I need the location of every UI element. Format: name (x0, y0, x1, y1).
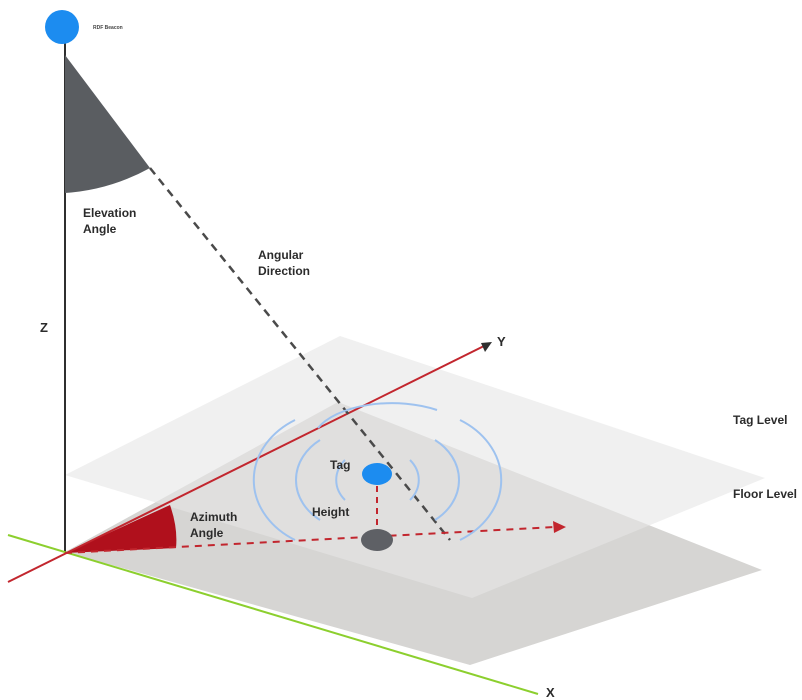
x-axis-line (7, 534, 539, 695)
height-label: Height (312, 505, 349, 519)
azimuth-angle-label-1: Azimuth (190, 510, 237, 524)
x-axis-label: X (546, 685, 555, 700)
y-axis-label: Y (497, 334, 506, 349)
angular-direction-label-2: Direction (258, 264, 310, 278)
wave-left-2 (295, 439, 321, 521)
wave-left-1 (335, 459, 346, 501)
elevation-angle-label-1: Elevation (83, 206, 136, 220)
y-axis-arrowhead (481, 342, 492, 352)
angular-direction-line (149, 167, 451, 541)
azimuth-angle-label-2: Angle (190, 526, 224, 540)
wave-right-2 (434, 439, 460, 521)
wave-right-3 (459, 419, 503, 541)
elevation-angle-label-2: Angle (83, 222, 117, 236)
tag-label: Tag (330, 458, 350, 472)
beacon-marker (45, 10, 79, 44)
azimuth-direction-arrowhead (553, 521, 566, 533)
floor-level-label: Floor Level (733, 487, 797, 501)
elevation-angle-wedge (65, 55, 150, 193)
wave-top (317, 402, 438, 429)
z-axis-label: Z (40, 320, 48, 335)
y-axis-line (7, 343, 489, 583)
signal-waves (252, 402, 503, 541)
angular-direction-label-1: Angular (258, 248, 304, 262)
tag-level-label: Tag Level (733, 413, 787, 427)
wave-right-1 (409, 459, 420, 501)
wave-left-3 (252, 419, 296, 541)
floor-point (361, 529, 393, 551)
beacon-label: RDF Beacon (93, 25, 123, 31)
tag-marker (362, 463, 392, 485)
